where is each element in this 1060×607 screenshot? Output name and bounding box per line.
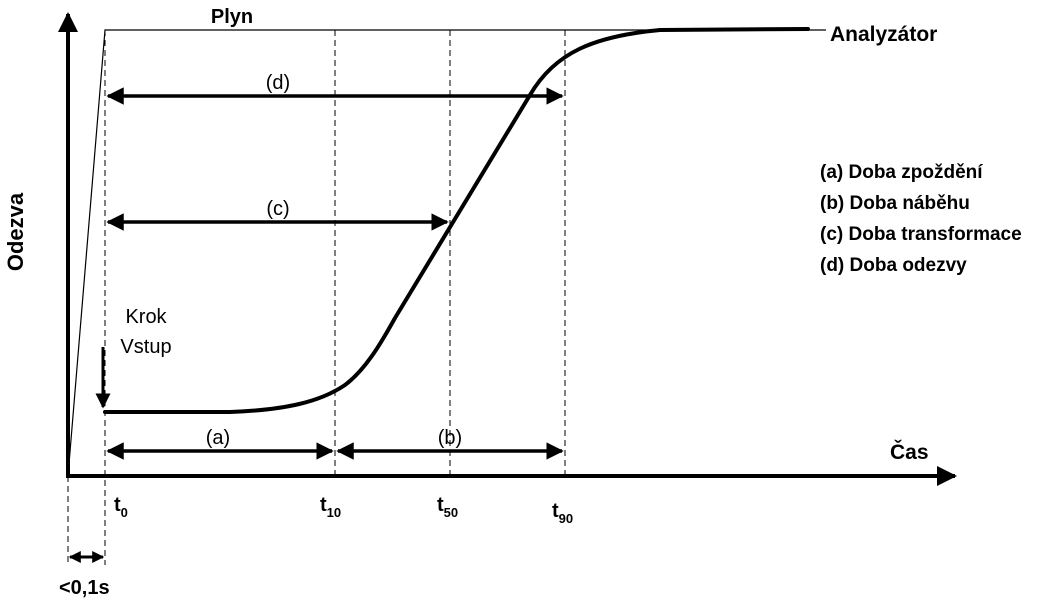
legend-item-c: (c) Doba transformace: [820, 224, 1022, 245]
legend-item-a: (a) Doba zpoždění: [820, 162, 983, 183]
analyzer-response-curve: [103, 27, 810, 414]
analyzer-label: Analyzátor: [830, 23, 937, 46]
offset-label: <0,1s: [59, 577, 110, 599]
tick-t90: t90: [552, 500, 573, 526]
y-axis-label: Odezva: [3, 192, 28, 271]
legend-item-d: (d) Doba odezvy: [820, 255, 967, 276]
step-label-vstup: Vstup: [120, 336, 171, 358]
span-b-label: (b): [438, 427, 462, 449]
span-d-label: (d): [266, 72, 290, 94]
x-axis-label: Čas: [890, 440, 929, 464]
tick-t0: t0: [114, 494, 128, 520]
span-c-label: (c): [266, 198, 289, 220]
legend-item-b: (b) Doba náběhu: [820, 193, 970, 214]
tick-t10: t10: [320, 494, 341, 520]
tick-t50: t50: [437, 494, 458, 520]
legend: (a) Doba zpoždění (b) Doba náběhu (c) Do…: [820, 162, 1022, 276]
step-label-krok: Krok: [125, 306, 167, 328]
span-a-label: (a): [206, 427, 230, 449]
gas-label: Plyn: [211, 6, 253, 28]
